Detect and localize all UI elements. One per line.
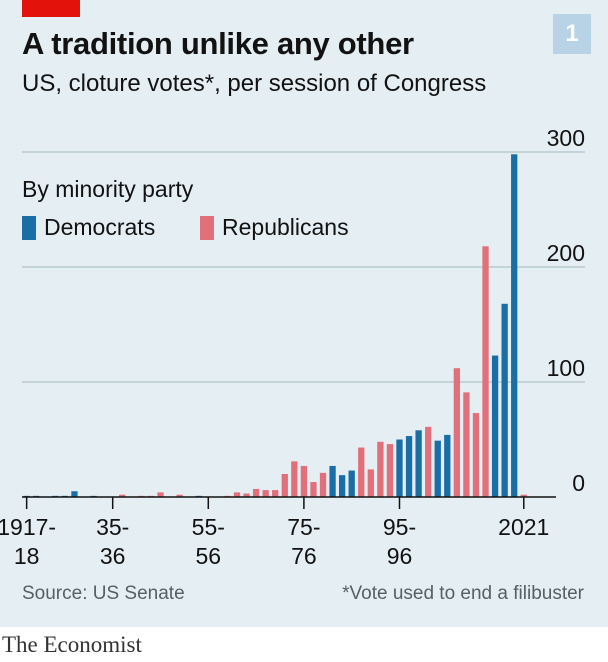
source-note: Source: US Senate bbox=[22, 583, 185, 604]
bar-2007-08 bbox=[453, 368, 460, 497]
bar-1991-92 bbox=[377, 441, 384, 497]
bar-1961-62 bbox=[233, 492, 241, 497]
bar-1945-46 bbox=[157, 492, 164, 497]
brand-logo: The Economist bbox=[2, 632, 142, 657]
bar-1937-38 bbox=[119, 494, 126, 497]
bar-2017-18 bbox=[501, 303, 508, 497]
legend-swatch-democrats bbox=[22, 215, 36, 240]
bar-2021-22 bbox=[520, 494, 527, 497]
x-tick-label-1995-96-0: 95- bbox=[383, 514, 416, 540]
bar-1979-80 bbox=[319, 472, 327, 497]
bar-1981-82 bbox=[329, 465, 336, 497]
bar-1975-76 bbox=[300, 465, 308, 497]
bar-1987-88 bbox=[358, 447, 365, 497]
x-tick-label-1955-56-1: 56 bbox=[195, 543, 221, 569]
bar-1963-64 bbox=[243, 493, 250, 497]
bar-1965-66 bbox=[252, 488, 260, 497]
bar-1993-94 bbox=[386, 444, 394, 497]
chart-subtitle: US, cloture votes*, per session of Congr… bbox=[22, 70, 487, 97]
legend-title: By minority party bbox=[22, 176, 194, 202]
x-tick-label-2021-22-0: 2021 bbox=[498, 514, 549, 540]
bar-1973-74 bbox=[291, 461, 298, 497]
bar-1927-28 bbox=[71, 491, 78, 497]
brand-red-tag bbox=[22, 0, 80, 17]
x-tick-label-1995-96-1: 96 bbox=[387, 543, 413, 569]
bar-1949-50 bbox=[176, 494, 183, 497]
bar-2001-02 bbox=[425, 426, 432, 497]
x-tick-label-1935-36-0: 35- bbox=[96, 514, 129, 540]
bar-1997-98 bbox=[405, 436, 413, 497]
bar-2013-14 bbox=[482, 246, 489, 497]
legend-item-republicans: Republicans bbox=[200, 214, 349, 241]
x-tick-label-1917-18-0: 1917- bbox=[0, 514, 56, 540]
y-tick-label-100: 100 bbox=[547, 355, 585, 381]
bar-2011-12 bbox=[472, 413, 480, 497]
x-tick-label-1975-76-0: 75- bbox=[287, 514, 320, 540]
bar-1985-86 bbox=[348, 470, 355, 497]
bar-1977-78 bbox=[310, 482, 317, 497]
bar-1969-70 bbox=[272, 490, 279, 497]
bar-2009-10 bbox=[463, 392, 470, 497]
bar-1971-72 bbox=[281, 474, 288, 497]
y-tick-label-200: 200 bbox=[547, 240, 585, 266]
bar-2015-16 bbox=[491, 355, 499, 497]
chart-number-badge: 1 bbox=[553, 14, 591, 54]
footnote: *Vote used to end a filibuster bbox=[342, 583, 584, 604]
bar-1983-84 bbox=[338, 475, 346, 497]
bar-1989-90 bbox=[367, 469, 374, 497]
legend-label-democrats: Democrats bbox=[44, 214, 156, 240]
bar-2005-06 bbox=[444, 434, 451, 497]
legend-item-democrats: Democrats bbox=[22, 214, 155, 241]
y-tick-label-0: 0 bbox=[572, 470, 585, 496]
x-tick-label-1935-36-1: 36 bbox=[100, 543, 126, 569]
bar-chart: 0 100 200 300 1917- 18 35- 36 55- 56 75- 76 95- 96 202… bbox=[0, 125, 585, 569]
legend-swatch-republicans bbox=[200, 215, 214, 240]
y-tick-label-300: 300 bbox=[547, 125, 585, 151]
bar-2003-04 bbox=[434, 440, 441, 497]
bar-1995-96 bbox=[396, 439, 403, 497]
x-tick-label-1975-76-1: 76 bbox=[291, 543, 317, 569]
bar-1999-00 bbox=[415, 430, 422, 497]
x-tick-label-1917-18-1: 18 bbox=[14, 543, 40, 569]
bar-1967-68 bbox=[262, 490, 269, 497]
legend-label-republicans: Republicans bbox=[222, 214, 349, 240]
chart-title: A tradition unlike any other bbox=[22, 26, 414, 61]
bar-2019-20 bbox=[511, 154, 518, 498]
x-tick-label-1955-56-0: 55- bbox=[192, 514, 225, 540]
